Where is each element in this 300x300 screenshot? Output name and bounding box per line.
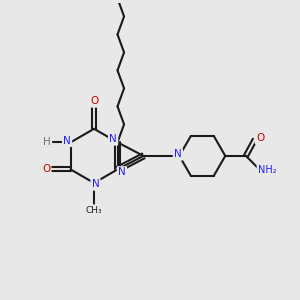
Text: N: N (174, 149, 182, 159)
Text: O: O (256, 133, 264, 143)
Text: O: O (42, 164, 50, 174)
Text: N: N (92, 179, 99, 190)
Text: N: N (109, 134, 117, 144)
Text: NH₂: NH₂ (258, 165, 276, 175)
Text: CH₃: CH₃ (86, 206, 102, 214)
Text: H: H (43, 137, 51, 147)
Text: O: O (90, 96, 98, 106)
Text: N: N (63, 136, 71, 146)
Text: N: N (118, 167, 126, 177)
